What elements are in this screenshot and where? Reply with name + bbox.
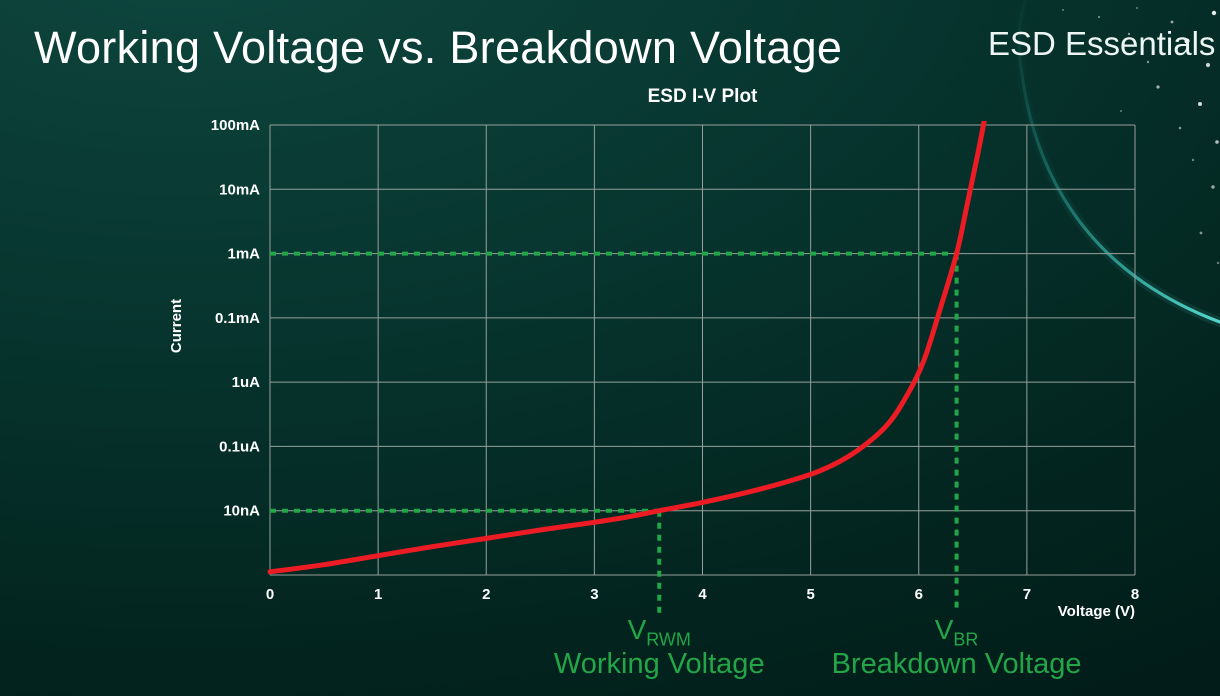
plot-area: 100mA 10mA 1mA 0.1mA 1uA 0.1uA 10nA 0 1 2 3 4 5 6 7 8 xyxy=(211,117,1139,613)
x-axis-label: Voltage (V) xyxy=(1057,603,1135,620)
y-tick-label: 100mA xyxy=(211,117,260,134)
y-tick-label: 0.1mA xyxy=(215,310,260,327)
vbr-symbol: V xyxy=(934,614,954,645)
x-tick-label: 1 xyxy=(374,586,382,603)
iv-curve xyxy=(267,121,987,575)
vbr-caption: Breakdown Voltage xyxy=(831,648,1082,680)
vrwm-caption: Working Voltage xyxy=(553,648,765,680)
x-tick-label: 0 xyxy=(266,586,274,603)
annotation-lines xyxy=(270,251,959,613)
y-tick-label: 1mA xyxy=(227,246,260,263)
x-tick-label: 7 xyxy=(1023,586,1031,603)
x-tick-label: 2 xyxy=(482,586,490,603)
y-tick-label: 10nA xyxy=(223,503,260,520)
x-tick-label: 4 xyxy=(698,586,707,603)
vrwm-label: VRWM xyxy=(628,614,691,651)
brand-label: ESD Essentials xyxy=(988,25,1216,62)
grid xyxy=(269,124,1136,576)
x-tick-label: 6 xyxy=(915,586,923,603)
x-tick-label: 3 xyxy=(590,586,598,603)
vbr-subscript: BR xyxy=(953,629,979,650)
tick-labels: 100mA 10mA 1mA 0.1mA 1uA 0.1uA 10nA 0 1 2 3 4 5 6 7 8 xyxy=(211,117,1139,603)
y-tick-label: 0.1uA xyxy=(219,438,260,455)
x-tick-label: 8 xyxy=(1131,586,1139,603)
slide-title: Working Voltage vs. Breakdown Voltage xyxy=(34,22,843,73)
decor-swoosh xyxy=(1013,0,1220,328)
x-tick-label: 5 xyxy=(806,586,814,603)
vrwm-symbol: V xyxy=(627,614,647,645)
y-axis-label: Current xyxy=(168,298,185,354)
chart-title: ESD I-V Plot xyxy=(647,86,758,107)
decor-particles xyxy=(1062,7,1220,265)
curve-layer xyxy=(267,121,987,575)
y-tick-label: 1uA xyxy=(232,374,261,391)
vrwm-subscript: RWM xyxy=(646,629,691,650)
vbr-label: VBR xyxy=(935,614,979,651)
y-tick-label: 10mA xyxy=(219,181,260,198)
